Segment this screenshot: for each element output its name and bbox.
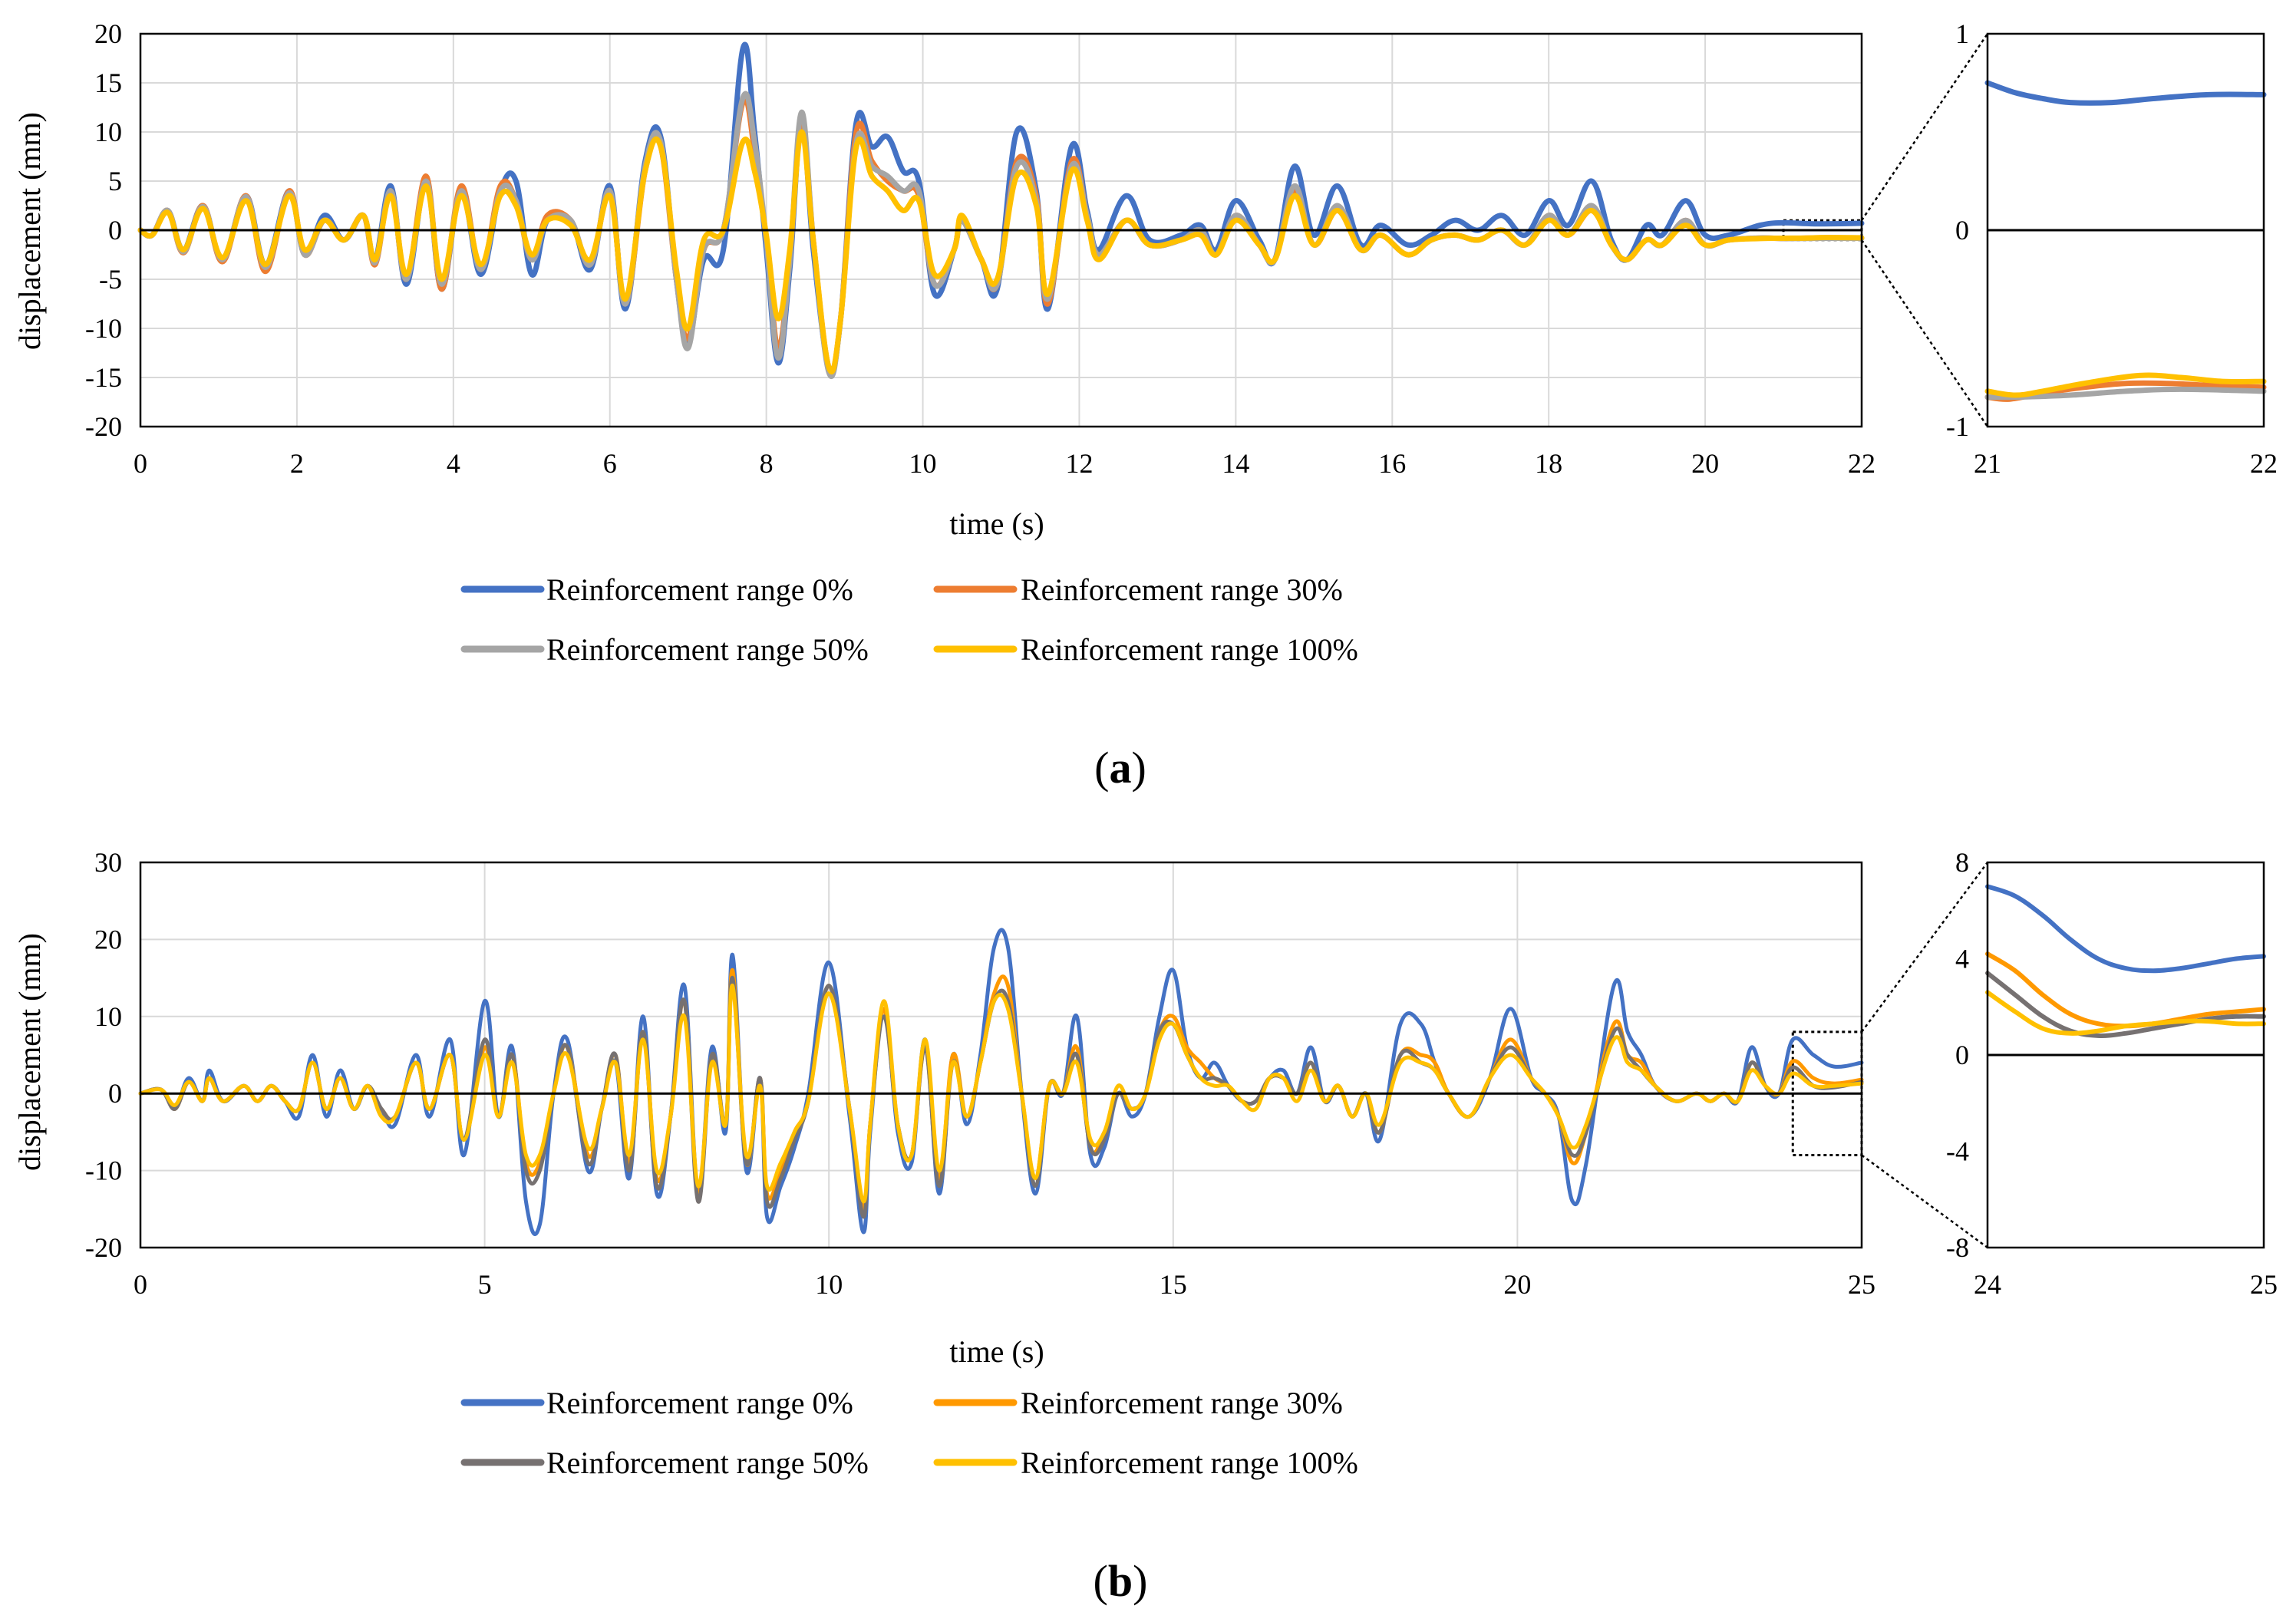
b-zoom-series-0 [1985,884,2266,974]
a-zoom-ytick-label: 0 [1955,215,1969,246]
b-main-plot-frame [139,861,1863,1249]
b-main-xtick-label: 20 [1503,1269,1531,1300]
a-main-ytick-label: 15 [94,68,122,98]
a-xlabel: time (s) [949,506,1044,541]
a-main-ytick-label: 20 [94,18,122,49]
b-main-ytick-label: -10 [85,1156,122,1186]
a-zoom-xtick-label: 22 [2250,448,2278,479]
legend-a-label-0: Reinforcement range 0% [546,572,853,607]
b-main-xtick-label: 5 [478,1269,492,1300]
b-zoom-ytick-label: 0 [1955,1040,1969,1070]
a-zoom-ytick-label: 1 [1955,18,1969,49]
b-zoom-ytick-label: -8 [1946,1232,1969,1263]
b-main-series-3 [138,984,1864,1204]
legend-a-label-3: Reinforcement range 100% [1021,632,1358,667]
a-main-zoom-connector-top [1860,33,1989,221]
legend-b-label-0: Reinforcement range 0% [546,1386,853,1420]
a-zoom-ytick-label: -1 [1946,411,1969,442]
b-zoom-series-2 [1985,971,2266,1039]
a-ylabel: displacement (mm) [12,112,47,350]
b-zoom-xtick-label: 24 [1974,1269,2001,1300]
a-main-xtick-label: 8 [760,448,774,479]
b-main-zoom-connector-top [1860,862,1989,1033]
a-main-xtick-label: 4 [447,448,460,479]
a-main-xtick-label: 2 [290,448,304,479]
a-main-xtick-label: 16 [1378,448,1406,479]
a-main-ytick-label: -15 [85,362,122,393]
legend-b-label-1: Reinforcement range 30% [1021,1386,1343,1420]
a-main-ytick-label: 0 [108,215,122,246]
b-zoom-ytick-label: -4 [1946,1136,1969,1167]
a-zoom-series-3 [1984,372,2267,398]
a-main-zoom-connector-bottom [1860,239,1989,427]
tick-labels: 0 2 4 6 8 10 12 14 16 18 20 22-20-15-10-50510152021… [85,18,2278,1300]
a-main-xtick-label: 10 [909,448,937,479]
b-xlabel: time (s) [949,1334,1044,1369]
a-main-ytick-label: 10 [94,117,122,147]
b-main-ytick-label: -20 [85,1232,122,1263]
a-zoom-series-0 [1984,80,2267,106]
b-main-xtick-label: 15 [1160,1269,1187,1300]
a-main-xtick-label: 14 [1222,448,1249,479]
series-lines [137,41,2267,1236]
b-main-xtick-label: 25 [1848,1269,1875,1300]
legend-a-label-2: Reinforcement range 50% [546,632,869,667]
a-main-xtick-label: 12 [1065,448,1093,479]
b-main-ytick-label: 30 [94,847,122,878]
b-zoom-ytick-label: 4 [1955,944,1969,974]
b-main-xtick-label: 0 [134,1269,147,1300]
a-main-ytick-label: -10 [85,313,122,344]
a-main-ytick-label: 5 [108,166,122,196]
a-main-xtick-label: 20 [1691,448,1719,479]
b-zoom-xtick-label: 25 [2250,1269,2278,1300]
b-main-xtick-label: 10 [815,1269,843,1300]
a-main-xtick-label: 0 [134,448,147,479]
legend-a: Reinforcement range 0% Reinforcement ran… [460,572,1358,667]
a-main-ytick-label: -20 [85,411,122,442]
b-zoom-series-3 [1985,990,2266,1036]
panel-label-a: (a) [1094,743,1146,793]
b-main-ytick-label: 20 [94,924,122,954]
b-main-ytick-label: 0 [108,1078,122,1109]
b-ylabel: displacement (mm) [12,933,47,1171]
legend-b-label-2: Reinforcement range 50% [546,1446,869,1480]
a-zoom-xtick-label: 21 [1974,448,2001,479]
legend-a-label-1: Reinforcement range 30% [1021,572,1343,607]
panel-label-b: (b) [1094,1556,1148,1606]
b-main-ytick-label: 10 [94,1001,122,1032]
legend-b-label-3: Reinforcement range 100% [1021,1446,1358,1480]
b-zoom-ytick-label: 8 [1955,847,1969,878]
a-main-xtick-label: 22 [1848,448,1875,479]
a-main-xtick-label: 6 [603,448,617,479]
legend-b: Reinforcement range 0% Reinforcement ran… [460,1386,1358,1480]
b-main-zoom-connector-bottom [1861,1154,1988,1249]
a-main-ytick-label: -5 [99,264,122,295]
axes [139,32,2265,1249]
a-main-xtick-label: 18 [1535,448,1562,479]
